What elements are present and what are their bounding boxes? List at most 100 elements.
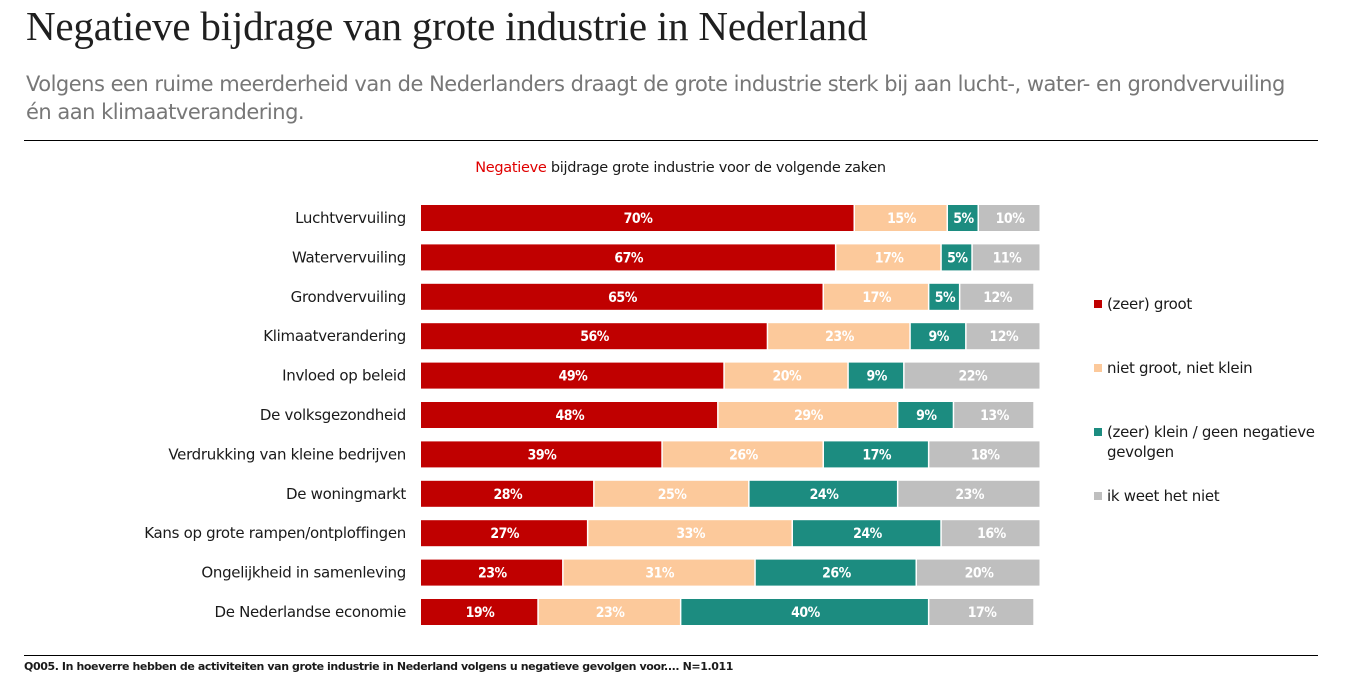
data-label: 5% bbox=[935, 290, 956, 306]
bar-row: Grondvervuiling 65% 17% 5% 12% bbox=[291, 283, 1034, 310]
bar-row: Verdrukking van kleine bedrijven 39% 26% 17… bbox=[168, 441, 1040, 468]
bar-segment bbox=[421, 362, 724, 389]
bar-segment bbox=[563, 559, 755, 586]
legend-label: (zeer) klein / geen negatieve gevolgen bbox=[1107, 423, 1315, 461]
chart-title-highlight: Negatieve bbox=[475, 160, 547, 176]
data-label: 17% bbox=[862, 290, 892, 306]
legend-swatch-icon bbox=[1094, 364, 1102, 372]
category-label: Watervervuiling bbox=[292, 248, 406, 266]
page-subtitle: Volgens een ruime meerderheid van de Ned… bbox=[26, 72, 1285, 124]
data-label: 15% bbox=[887, 211, 917, 227]
chart-title: Negatieve bijdrage grote industrie voor … bbox=[0, 160, 1361, 176]
data-label: 12% bbox=[983, 290, 1013, 306]
bar-segment bbox=[749, 480, 897, 507]
category-label: Kans op grote rampen/ontploffingen bbox=[144, 524, 406, 542]
bar-row: De volksgezondheid 48% 29% 9% 13% bbox=[260, 402, 1034, 428]
data-label: 5% bbox=[947, 250, 968, 266]
data-label: 22% bbox=[958, 369, 988, 385]
data-label: 39% bbox=[528, 447, 558, 463]
bar-segment bbox=[421, 480, 594, 507]
data-label: 48% bbox=[555, 408, 585, 424]
category-label: De Nederlandse economie bbox=[214, 603, 406, 621]
bar-row: Ongelijkheid in samenleving 23% 31% 26% 20% bbox=[201, 559, 1040, 586]
legend-item: (zeer) klein / geen negatieve gevolgen bbox=[1094, 422, 1342, 462]
data-label: 26% bbox=[729, 447, 759, 463]
data-label: 23% bbox=[596, 605, 626, 621]
bar-segment bbox=[929, 283, 959, 310]
page-title: Negatieve bijdrage van grote industrie i… bbox=[26, 3, 868, 49]
bar-segment bbox=[848, 362, 904, 389]
data-label: 29% bbox=[794, 408, 824, 424]
data-label: 20% bbox=[965, 566, 995, 582]
data-label: 24% bbox=[810, 487, 840, 503]
footnote: Q005. In hoeverre hebben de activiteiten… bbox=[24, 660, 734, 673]
category-label: De woningmarkt bbox=[286, 485, 406, 503]
bar-segment bbox=[421, 559, 563, 586]
bar-segment bbox=[941, 520, 1040, 547]
bar-segment bbox=[662, 441, 823, 468]
bar-segment bbox=[421, 520, 587, 547]
legend-label: ik weet het niet bbox=[1107, 487, 1220, 505]
category-label: Grondvervuiling bbox=[291, 288, 406, 306]
bar-segment bbox=[904, 362, 1040, 389]
data-label: 5% bbox=[953, 211, 974, 227]
data-label: 11% bbox=[993, 250, 1023, 266]
data-label: 70% bbox=[624, 211, 654, 227]
bottom-divider bbox=[24, 655, 1318, 656]
bar-segment bbox=[421, 244, 835, 271]
bar-segment bbox=[836, 244, 941, 271]
bar-row: De Nederlandse economie 19% 23% 40% 17% bbox=[214, 599, 1034, 625]
category-label: Invloed op beleid bbox=[282, 367, 406, 385]
data-label: 20% bbox=[772, 369, 802, 385]
data-label: 65% bbox=[608, 290, 638, 306]
bar-segment bbox=[941, 244, 972, 271]
bar-segment bbox=[824, 441, 928, 468]
data-label: 27% bbox=[490, 526, 520, 542]
bar-row: Klimaatverandering 56% 23% 9% 12% bbox=[263, 323, 1040, 350]
bar-segment bbox=[421, 283, 823, 310]
bar-segment bbox=[855, 205, 947, 231]
bar-segment bbox=[824, 283, 928, 310]
bar-segment bbox=[421, 441, 662, 468]
bar-segment bbox=[594, 480, 749, 507]
bar-segment bbox=[588, 520, 792, 547]
bar-segment bbox=[421, 599, 538, 625]
data-label: 10% bbox=[996, 211, 1026, 227]
data-label: 13% bbox=[980, 408, 1010, 424]
bar-segment bbox=[681, 599, 928, 625]
bar-segment bbox=[793, 520, 941, 547]
bar-row: Kans op grote rampen/ontploffingen 27% 33%… bbox=[144, 520, 1040, 547]
legend-swatch-icon bbox=[1094, 428, 1102, 436]
legend-item: niet groot, niet klein bbox=[1094, 358, 1342, 378]
data-label: 26% bbox=[822, 566, 852, 582]
category-label: Ongelijkheid in samenleving bbox=[201, 564, 406, 582]
category-label: De volksgezondheid bbox=[260, 406, 406, 424]
category-label: Verdrukking van kleine bedrijven bbox=[168, 445, 406, 463]
data-label: 56% bbox=[580, 329, 610, 345]
bar-row: Luchtvervuiling 70% 15% 5% 10% bbox=[295, 205, 1040, 231]
data-label: 40% bbox=[791, 605, 821, 621]
bar-segment bbox=[929, 441, 1040, 468]
data-label: 31% bbox=[645, 566, 675, 582]
data-label: 9% bbox=[867, 369, 888, 385]
bar-segment bbox=[966, 323, 1040, 350]
bar-segment bbox=[538, 599, 680, 625]
bar-segment bbox=[954, 402, 1034, 428]
bar-segment bbox=[755, 559, 916, 586]
data-label: 67% bbox=[614, 250, 644, 266]
legend-item: ik weet het niet bbox=[1094, 486, 1342, 506]
bar-segment bbox=[898, 480, 1040, 507]
category-label: Klimaatverandering bbox=[263, 327, 406, 345]
top-divider bbox=[24, 140, 1318, 141]
bar-segment bbox=[948, 205, 978, 231]
data-label: 28% bbox=[493, 487, 523, 503]
data-label: 23% bbox=[955, 487, 985, 503]
bar-segment bbox=[898, 402, 953, 428]
legend-swatch-icon bbox=[1094, 300, 1102, 308]
data-label: 33% bbox=[676, 526, 706, 542]
data-label: 12% bbox=[989, 329, 1019, 345]
bar-segment bbox=[972, 244, 1040, 271]
bar-row: Watervervuiling 67% 17% 5% 11% bbox=[292, 244, 1040, 271]
legend-label: (zeer) groot bbox=[1107, 295, 1192, 313]
